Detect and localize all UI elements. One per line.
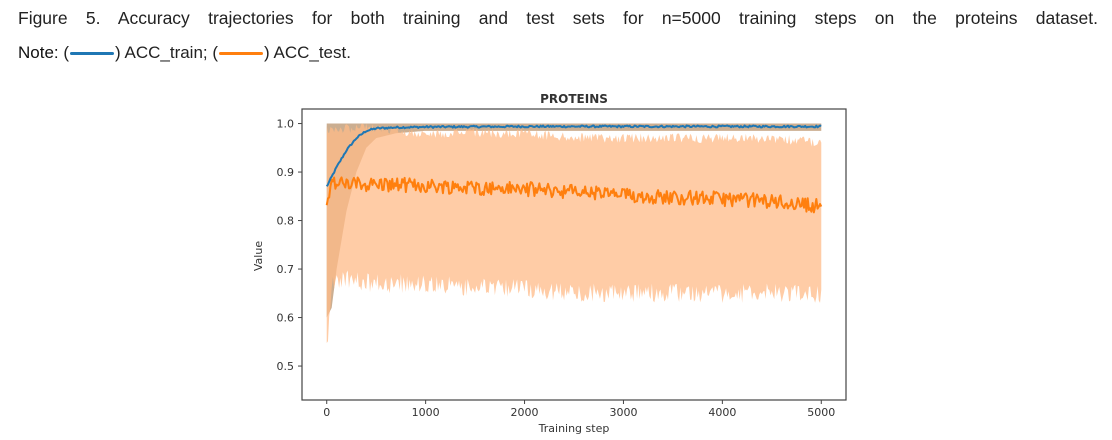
confidence-bands	[326, 123, 822, 344]
note-open: (	[63, 43, 70, 62]
note-label: Note:	[18, 43, 59, 62]
y-axis-ticks: 0.5 0.6 0.7 0.8 0.9 1.0	[277, 118, 302, 373]
y-tick-label: 0.8	[277, 215, 295, 228]
x-tick-label: 1000	[412, 406, 440, 419]
x-tick-label: 0	[323, 406, 330, 419]
note-item-test: ) ACC_test.	[264, 43, 351, 62]
y-axis-label: Value	[252, 241, 265, 271]
acc-train-line	[325, 124, 822, 187]
legend-line-train	[70, 52, 115, 56]
caption-text: . Accuracy trajectories for both trainin…	[95, 8, 1099, 28]
note-item-train: ) ACC_train; (	[115, 43, 219, 62]
x-axis-label: Training step	[538, 422, 610, 435]
y-tick-label: 0.6	[277, 312, 295, 325]
acc-test-line	[325, 176, 823, 214]
y-tick-label: 0.5	[277, 360, 295, 373]
x-axis-ticks: 0 1000 2000 3000 4000 5000	[323, 400, 835, 419]
y-tick-label: 0.7	[277, 263, 295, 276]
figure-label: Figure 5	[18, 8, 96, 28]
legend-line-test	[219, 52, 264, 56]
series-lines	[325, 124, 823, 214]
x-tick-label: 5000	[807, 406, 835, 419]
x-tick-label: 3000	[609, 406, 637, 419]
x-tick-label: 4000	[708, 406, 736, 419]
acc-test-band	[326, 123, 822, 344]
y-tick-label: 1.0	[277, 118, 295, 131]
chart-title: PROTEINS	[540, 92, 608, 106]
figure-caption: Figure 5. Accuracy trajectories for both…	[18, 6, 1098, 30]
plot-frame	[301, 108, 847, 401]
y-tick-label: 0.9	[277, 166, 295, 179]
x-tick-label: 2000	[511, 406, 539, 419]
figure-note: Note: ( ) ACC_train; ( ) ACC_test.	[18, 41, 351, 65]
